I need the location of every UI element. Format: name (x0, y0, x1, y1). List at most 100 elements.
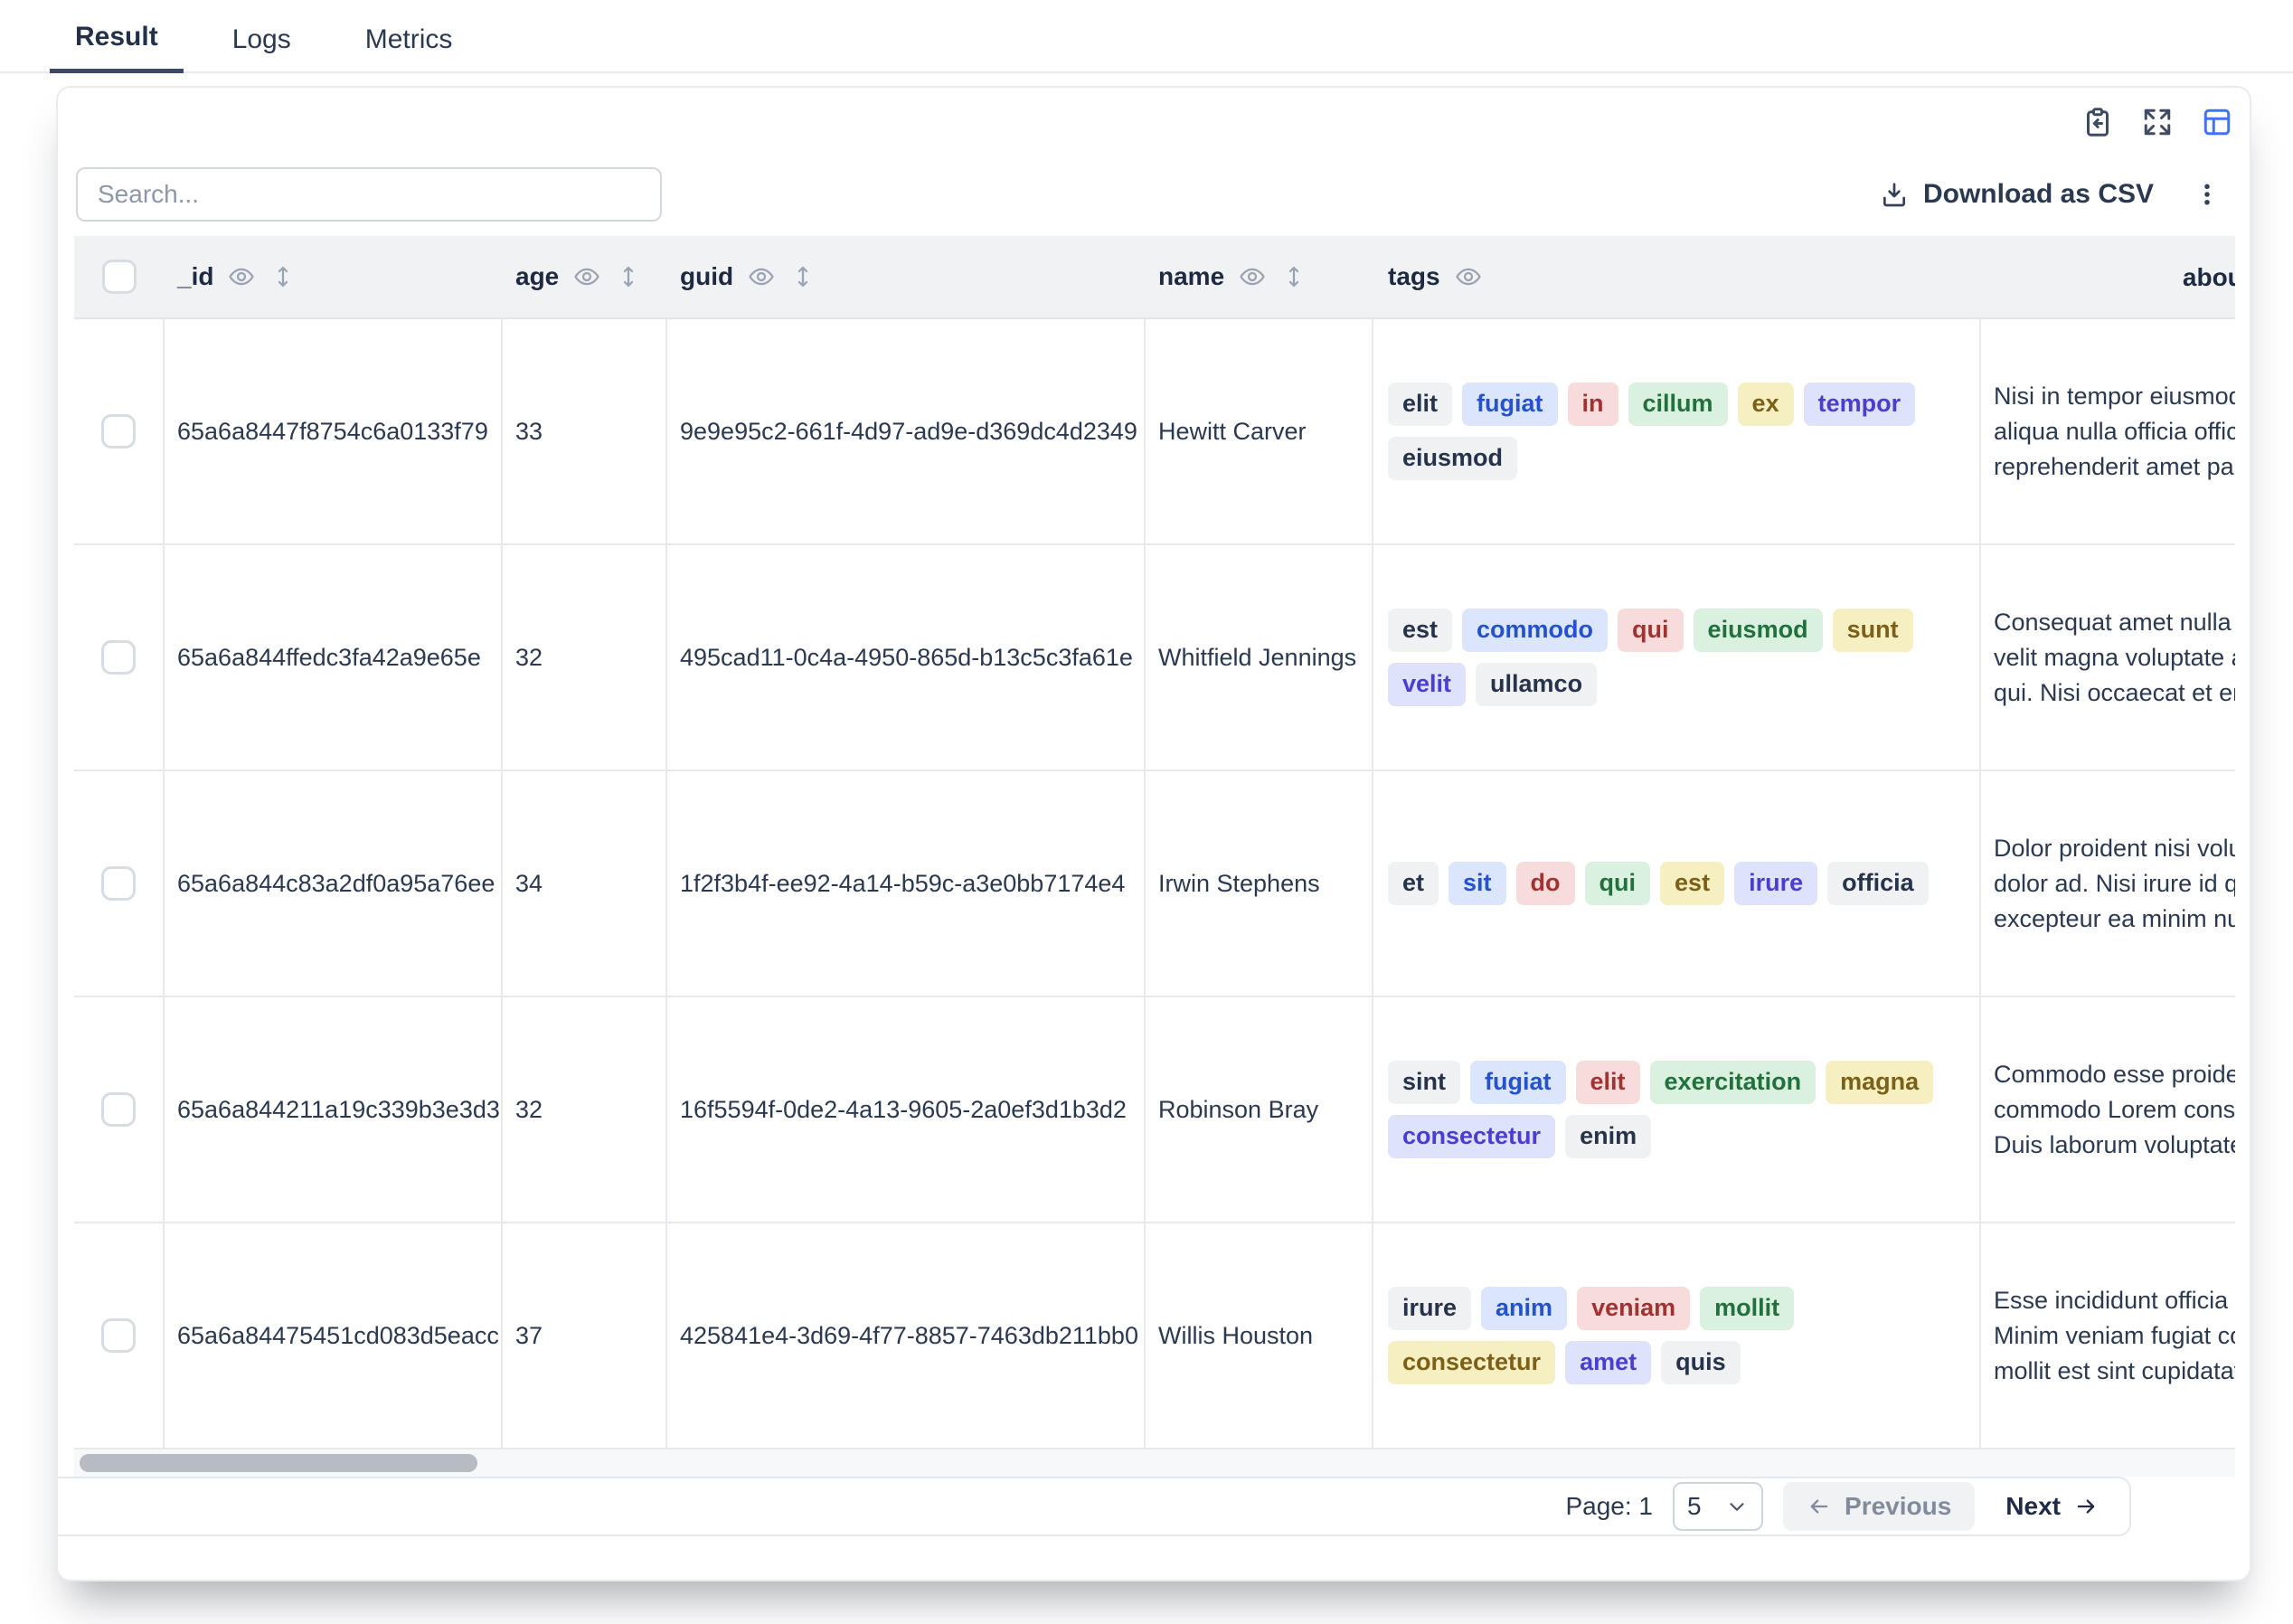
row-checkbox[interactable] (101, 1092, 136, 1127)
tag-chip: ullamco (1476, 663, 1598, 706)
eye-icon[interactable] (573, 263, 600, 290)
tag-chip: qui (1618, 609, 1684, 652)
result-panel: Download as CSV _id (56, 86, 2251, 1582)
about-text: Dolor proident nisi voluptate (1994, 834, 2235, 862)
cell-name: Irwin Stephens (1146, 771, 1373, 996)
cell-age: 32 (503, 545, 667, 770)
next-label: Next (2005, 1492, 2061, 1520)
toolbar-right-group: Download as CSV (1874, 178, 2232, 211)
about-text: Consequat amet nulla sit au (1994, 608, 2235, 636)
cell-about: Consequat amet nulla sit au velit magna … (1981, 545, 2235, 770)
column-header-id: _id (165, 236, 503, 317)
data-table: _id age guid name (74, 236, 2235, 1449)
row-select-cell (74, 1223, 165, 1448)
tag-chip: officia (1827, 862, 1929, 905)
table-layout-icon[interactable] (2201, 106, 2233, 138)
search-input[interactable] (76, 167, 662, 222)
column-label: name (1158, 262, 1225, 290)
cell-tags: est commodo qui eiusmod sunt velit ullam… (1373, 545, 1981, 770)
eye-icon[interactable] (1239, 263, 1266, 290)
cell-guid: 1f2f3b4f-ee92-4a14-b59c-a3e0bb7174e4 (667, 771, 1146, 996)
tag-chip: velit (1388, 663, 1467, 706)
cell-name: Hewitt Carver (1146, 319, 1373, 543)
tag-chip: qui (1584, 862, 1651, 905)
row-checkbox[interactable] (101, 640, 136, 675)
row-select-cell (74, 771, 165, 996)
about-text: reprehenderit amet pariatur (1994, 452, 2235, 480)
tag-chip: in (1567, 382, 1618, 426)
table-row: 65a6a84475451cd083d5eacc 37 425841e4-3d6… (74, 1223, 2235, 1449)
about-text: Esse incididunt officia adipi (1994, 1286, 2235, 1314)
eye-icon[interactable] (1455, 263, 1482, 290)
tab-bar: Result Logs Metrics (0, 0, 2293, 73)
table-header-row: _id age guid name (74, 236, 2235, 319)
tag-list: irure anim veniam mollit consectetur ame… (1388, 1287, 1965, 1384)
download-csv-button[interactable]: Download as CSV (1874, 178, 2159, 211)
next-button[interactable]: Next (1995, 1482, 2109, 1531)
table-row: 65a6a844211a19c339b3e3d3 32 16f5594f-0de… (74, 997, 2235, 1223)
clipboard-arrow-icon[interactable] (2081, 106, 2114, 138)
about-text: Commodo esse proident ex (1994, 1060, 2235, 1088)
horizontal-scrollbar-thumb[interactable] (80, 1454, 477, 1472)
column-label: _id (177, 262, 214, 290)
tag-chip: fugiat (1470, 1061, 1566, 1104)
select-all-checkbox[interactable] (102, 260, 137, 294)
about-text: velit magna voluptate aliqua (1994, 643, 2235, 671)
tab-metrics[interactable]: Metrics (340, 0, 478, 73)
eye-icon[interactable] (748, 263, 775, 290)
cell-id: 65a6a844211a19c339b3e3d3 (165, 997, 503, 1222)
cell-id: 65a6a8447f8754c6a0133f79 (165, 319, 503, 543)
cell-guid: 425841e4-3d69-4f77-8857-7463db211bb0 (667, 1223, 1146, 1448)
cell-age: 33 (503, 319, 667, 543)
tag-chip: sunt (1832, 609, 1913, 652)
expand-icon[interactable] (2141, 106, 2174, 138)
page-size-select[interactable]: 5 (1673, 1482, 1764, 1531)
about-text: commodo Lorem consequat (1994, 1095, 2235, 1123)
row-checkbox[interactable] (101, 1318, 136, 1353)
row-select-cell (74, 545, 165, 770)
page-size-value: 5 (1687, 1492, 1702, 1520)
cell-age: 34 (503, 771, 667, 996)
tag-list: sint fugiat elit exercitation magna cons… (1388, 1061, 1965, 1158)
header-select-cell (74, 236, 165, 317)
row-select-cell (74, 997, 165, 1222)
tag-chip: enim (1565, 1115, 1652, 1158)
tag-chip: fugiat (1462, 382, 1558, 426)
previous-button[interactable]: Previous (1783, 1482, 1976, 1531)
cell-guid: 9e9e95c2-661f-4d97-ad9e-d369dc4d2349 (667, 319, 1146, 543)
tag-list: elit fugiat in cillum ex tempor eiusmod (1388, 382, 1965, 480)
row-checkbox[interactable] (101, 414, 136, 448)
tab-result[interactable]: Result (50, 0, 184, 73)
tag-chip: consectetur (1388, 1115, 1556, 1158)
eye-icon[interactable] (228, 263, 255, 290)
tag-chip: ex (1737, 382, 1794, 426)
tag-chip: commodo (1462, 609, 1609, 652)
tag-chip: exercitation (1649, 1061, 1816, 1104)
tag-chip: quis (1661, 1341, 1741, 1384)
about-text: mollit est sint cupidatat. De (1994, 1356, 2235, 1384)
horizontal-scrollbar-track[interactable] (74, 1449, 2235, 1477)
sort-icon[interactable] (269, 263, 297, 290)
about-text: aliqua nulla officia officia. Ad (1994, 417, 2235, 445)
arrow-right-icon (2077, 1499, 2095, 1514)
cell-about: Commodo esse proident ex commodo Lorem c… (1981, 997, 2235, 1222)
cell-tags: irure anim veniam mollit consectetur ame… (1373, 1223, 1981, 1448)
tag-chip: eiusmod (1388, 437, 1518, 480)
cell-name: Robinson Bray (1146, 997, 1373, 1222)
tag-chip: et (1388, 862, 1439, 905)
row-checkbox[interactable] (101, 866, 136, 901)
tag-chip: amet (1565, 1341, 1652, 1384)
table-row: 65a6a844c83a2df0a95a76ee 34 1f2f3b4f-ee9… (74, 771, 2235, 997)
sort-icon[interactable] (789, 263, 816, 290)
cell-tags: et sit do qui est irure officia (1373, 771, 1981, 996)
sort-icon[interactable] (1280, 263, 1307, 290)
column-label: guid (680, 262, 734, 290)
tag-chip: eiusmod (1693, 609, 1823, 652)
sort-icon[interactable] (615, 263, 642, 290)
download-icon (1883, 183, 1905, 207)
tag-chip: veniam (1577, 1287, 1691, 1330)
kebab-menu-icon[interactable] (2194, 178, 2221, 211)
tab-logs[interactable]: Logs (207, 0, 316, 73)
previous-label: Previous (1845, 1492, 1952, 1520)
table-row: 65a6a844ffedc3fa42a9e65e 32 495cad11-0c4… (74, 545, 2235, 771)
